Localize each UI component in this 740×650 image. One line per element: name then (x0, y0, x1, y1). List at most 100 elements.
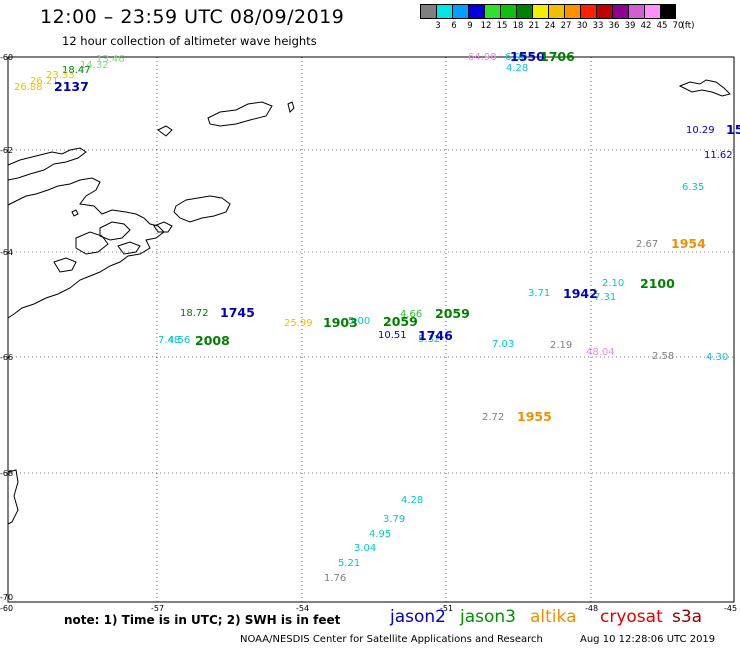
color-scale-tick: 30 (576, 21, 588, 31)
color-scale-swatch (452, 4, 468, 19)
coast-small-islet (71, 209, 79, 217)
pass-time-label: 2008 (195, 333, 230, 348)
color-scale-tick: 70 (672, 21, 684, 31)
lat-label-64: -64 (0, 248, 14, 257)
coast-james-ross-1 (99, 221, 131, 241)
color-scale-tick: 6 (451, 21, 457, 31)
wave-height-label: 5.32 (418, 334, 441, 345)
pass-time-label: 15 (726, 122, 740, 137)
color-scale-tick: 39 (624, 21, 636, 31)
satellite-legend-s3a: s3a (672, 607, 703, 627)
satellite-legend-jason3: jason3 (460, 607, 516, 627)
wave-height-label: 2.67 (636, 239, 659, 250)
wave-height-label: 18.47 (62, 65, 91, 76)
wave-height-label: 48.04 (586, 347, 615, 358)
wave-height-label: 2.58 (652, 351, 675, 362)
lon-label-45: -45 (724, 604, 738, 613)
color-scale-tick: 45 (656, 21, 668, 31)
lat-label-66: -66 (0, 353, 14, 362)
pass-time-label: 2059 (435, 306, 470, 321)
color-scale-tick: 12 (480, 21, 492, 31)
units-note: note: 1) Time is in UTC; 2) SWH is in fe… (64, 613, 341, 627)
coast-south-shetland-2 (157, 125, 173, 137)
color-scale-swatch (484, 4, 500, 19)
lon-label-51: -51 (440, 604, 454, 613)
lat-label-70: -70 (0, 593, 14, 602)
satellite-legend-cryosat: cryosat (600, 607, 663, 627)
wave-height-label: 7.48 (158, 335, 181, 346)
color-scale-swatch (596, 4, 612, 19)
lon-label-60: -60 (0, 604, 14, 613)
wave-height-label: 11.62 (704, 150, 733, 161)
wave-height-label: 64.98 (468, 52, 497, 63)
map-frame (7, 56, 735, 603)
color-scale-swatch (644, 4, 660, 19)
coast-south-orkney (678, 79, 731, 97)
footer: NOAA/NESDIS Center for Satellite Applica… (240, 634, 715, 645)
pass-time-label: 2059 (383, 314, 418, 329)
wave-height-label: 2.72 (482, 412, 505, 423)
wave-height-label: 4.28 (506, 63, 529, 74)
wave-height-label: 4.28 (401, 495, 424, 506)
pass-time-label: 2137 (54, 79, 89, 94)
color-scale-tick: 27 (560, 21, 572, 31)
color-scale-tick: 9 (467, 21, 473, 31)
lon-label-54: -54 (296, 604, 310, 613)
pass-time-label: 1706 (540, 49, 575, 64)
color-scale-tick: 33 (592, 21, 604, 31)
color-scale-swatch (436, 4, 452, 19)
color-scale-swatch (548, 4, 564, 19)
pass-time-label: 1955 (517, 409, 552, 424)
satellite-legend-altika: altika (530, 607, 577, 627)
wave-height-label: 5.21 (338, 558, 361, 569)
pass-time-label: 1550 (510, 49, 545, 64)
wave-height-label: 6.90 (505, 52, 528, 63)
lon-label-57: -57 (151, 604, 165, 613)
pass-time-label: 1745 (220, 305, 255, 320)
coast-joinville (173, 195, 231, 223)
color-scale-swatch (660, 4, 676, 19)
coast-dundee (153, 221, 173, 233)
lat-label-60: -60 (0, 53, 14, 62)
coast-south-shetland-1 (207, 101, 273, 127)
wave-height-label: 7.03 (492, 339, 515, 350)
color-scale-tick: 3 (435, 21, 441, 31)
lat-label-68: -68 (0, 469, 14, 478)
coast-peninsula-north (7, 147, 87, 181)
wave-height-label: 10.51 (378, 330, 407, 341)
color-scale-swatch (420, 4, 436, 19)
coast-vega (117, 241, 141, 255)
wave-height-label: 13.46 (96, 54, 125, 65)
color-scale-tick: 21 (528, 21, 540, 31)
wave-height-label: 26.21 (30, 76, 59, 87)
satellite-legend-jason2: jason2 (390, 607, 446, 627)
color-scale-tick: 15 (496, 21, 508, 31)
map-subtitle: 12 hour collection of altimeter wave hei… (62, 34, 317, 48)
coast-james-ross-2 (75, 231, 109, 255)
wave-height-label: 7.31 (594, 292, 617, 303)
wave-height-label: 3.79 (383, 514, 406, 525)
wave-height-label: 25.99 (284, 318, 313, 329)
pass-time-label: 1903 (323, 315, 358, 330)
footer-credit: NOAA/NESDIS Center for Satellite Applica… (240, 634, 543, 645)
lon-label-48: -48 (585, 604, 599, 613)
color-scale-tick: 24 (544, 21, 556, 31)
graticule (8, 57, 734, 602)
wave-height-label: 2.10 (602, 278, 625, 289)
color-scale-tick: 42 (640, 21, 652, 31)
wave-height-label: 1.76 (324, 573, 347, 584)
color-scale-swatch (628, 4, 644, 19)
color-scale-swatch (500, 4, 516, 19)
coast-peninsula-main (7, 177, 165, 319)
wave-height-color-scale (420, 4, 676, 19)
color-scale-tick: 18 (512, 21, 524, 31)
wave-height-label: 18.72 (180, 308, 209, 319)
color-scale-swatch (532, 4, 548, 19)
wave-height-label: 23.33 (46, 70, 75, 81)
wave-height-label: 10.29 (686, 125, 715, 136)
wave-height-label: 5.00 (348, 316, 371, 327)
footer-timestamp: Aug 10 12:28:06 UTC 2019 (580, 634, 716, 645)
wave-height-label: 14.32 (80, 60, 109, 71)
color-scale-swatch (564, 4, 580, 19)
